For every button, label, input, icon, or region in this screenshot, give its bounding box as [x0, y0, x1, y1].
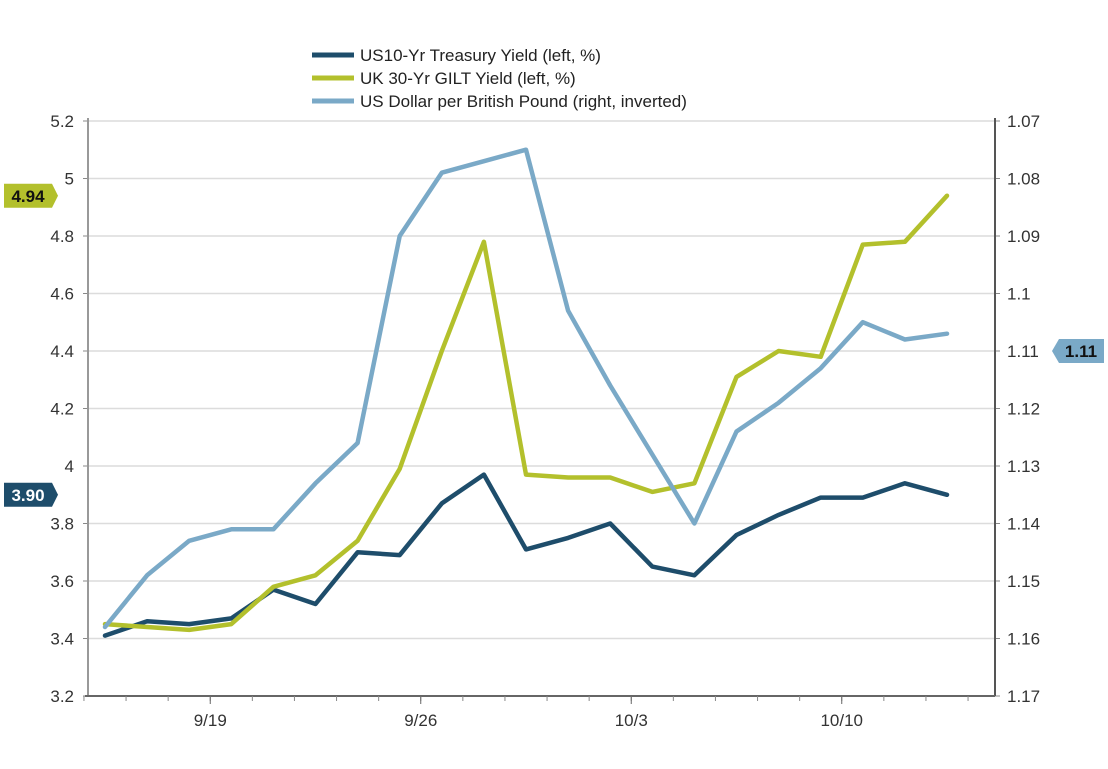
value-tag: [4, 183, 58, 208]
value-tag-label: 4.94: [11, 187, 45, 206]
x-tick-label: 9/19: [194, 711, 227, 730]
x-tick-label: 10/10: [820, 711, 863, 730]
y-left-tick-label: 3.6: [50, 572, 74, 591]
value-tag-label: 1.11: [1065, 342, 1097, 361]
y-right-tick-label: 1.1: [1007, 285, 1031, 304]
series-line-1: [102, 193, 950, 633]
y-left-tick-label: 4: [65, 457, 74, 476]
y-left-tick-label: 3.4: [50, 630, 74, 649]
y-right-tick-label: 1.08: [1007, 170, 1040, 189]
gridlines: [88, 120, 995, 640]
y-right-tick-label: 1.17: [1007, 687, 1040, 706]
value-tag: [4, 482, 58, 507]
value-tag: [1052, 339, 1104, 363]
series-lines: [102, 147, 950, 638]
series-line-0: [102, 472, 950, 638]
y-right-tick-label: 1.13: [1007, 457, 1040, 476]
y-left-tick-label: 4.6: [50, 285, 74, 304]
x-tick-label: 10/3: [615, 711, 648, 730]
legend-label: UK 30-Yr GILT Yield (left, %): [360, 69, 576, 88]
y-right-tick-label: 1.16: [1007, 630, 1040, 649]
y-right-tick-label: 1.14: [1007, 515, 1040, 534]
y-left-tick-label: 4.4: [50, 342, 74, 361]
legend-label: US Dollar per British Pound (right, inve…: [360, 92, 687, 111]
value-tag-label: 3.90: [11, 486, 44, 505]
y-right-tick-label: 1.11: [1007, 342, 1039, 361]
y-right-tick-label: 1.12: [1007, 400, 1040, 419]
legend-label: US10-Yr Treasury Yield (left, %): [360, 46, 601, 65]
y-right-tick-label: 1.15: [1007, 572, 1040, 591]
legend: US10-Yr Treasury Yield (left, %) UK 30-Yr…: [312, 46, 687, 111]
y-left-tick-label: 3.2: [50, 687, 74, 706]
y-left-tick-label: 5.2: [50, 112, 74, 131]
x-tick-label: 9/26: [404, 711, 437, 730]
y-right-tick-label: 1.09: [1007, 227, 1040, 246]
axes: 5.2 5 4.8 4.6 4.4 4.2 4 3.8 3.6 3.4 3.2 1.07 1.08 1.0…: [50, 112, 1040, 730]
end-value-labels: 3.90 4.94 1.11: [4, 183, 1104, 507]
y-left-tick-label: 3.8: [50, 515, 74, 534]
y-left-tick-label: 4.2: [50, 400, 74, 419]
y-left-tick-label: 4.8: [50, 227, 74, 246]
series-line-2: [102, 147, 950, 630]
y-right-tick-label: 1.07: [1007, 112, 1040, 131]
y-left-tick-label: 5: [65, 170, 74, 189]
